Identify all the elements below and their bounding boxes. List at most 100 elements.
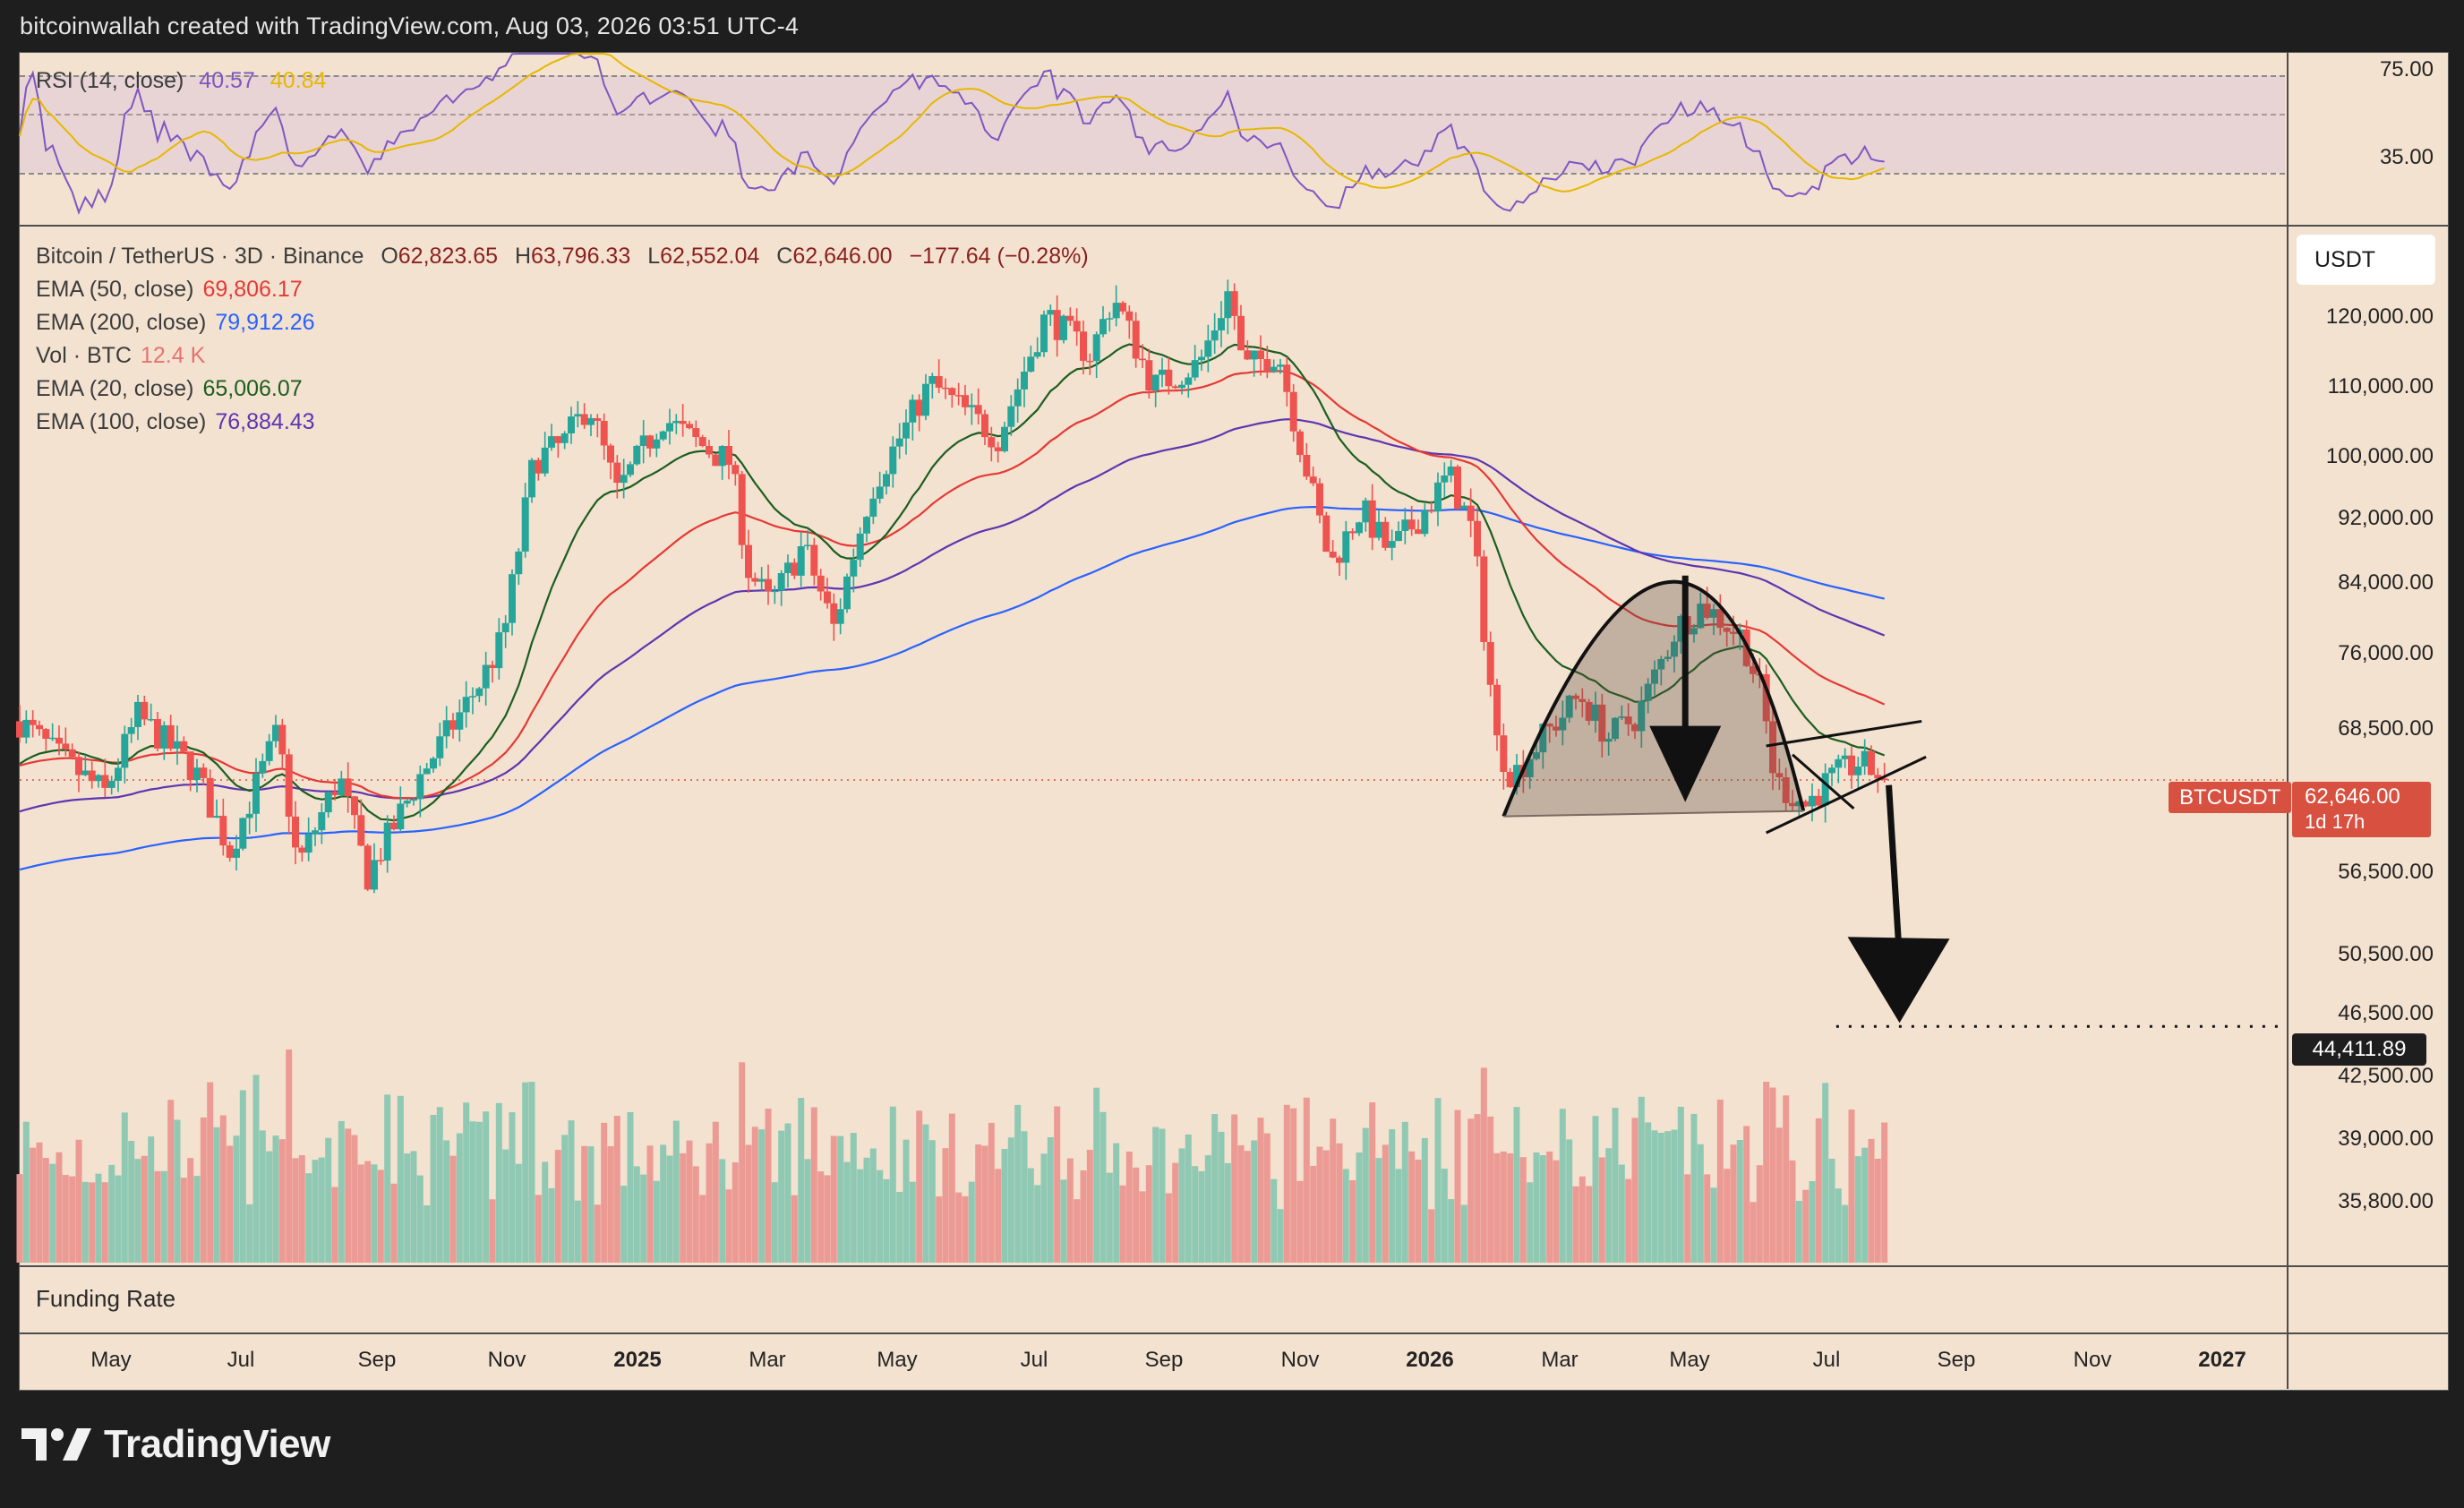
volume-bar bbox=[30, 1147, 37, 1263]
currency-selector[interactable]: USDT bbox=[2297, 235, 2435, 285]
candle-body bbox=[1565, 695, 1573, 718]
candle-body bbox=[620, 475, 628, 484]
candle-body bbox=[1415, 529, 1422, 535]
volume-bar bbox=[1408, 1151, 1416, 1263]
volume-bar bbox=[1113, 1143, 1120, 1263]
candle-body bbox=[1322, 515, 1330, 553]
volume-bar bbox=[397, 1095, 404, 1263]
volume-bar bbox=[928, 1140, 936, 1263]
candle-body bbox=[1795, 801, 1803, 807]
candle-body bbox=[771, 590, 779, 593]
volume-bar bbox=[338, 1120, 345, 1263]
candle-body bbox=[718, 446, 726, 467]
volume-bar bbox=[1690, 1113, 1698, 1263]
volume-bar bbox=[850, 1133, 857, 1263]
target-arrow-head bbox=[1847, 937, 1950, 1024]
candle-body bbox=[1486, 642, 1494, 685]
candle-body bbox=[456, 712, 464, 730]
volume-bar bbox=[765, 1109, 772, 1263]
candle-body bbox=[56, 737, 63, 744]
volume-bar bbox=[49, 1163, 56, 1263]
volume-bar bbox=[706, 1143, 713, 1263]
volume-bar bbox=[1795, 1201, 1802, 1263]
volume-bar bbox=[672, 1120, 680, 1263]
symbol-title: Bitcoin / TetherUS · 3D · Binance bbox=[36, 244, 364, 269]
candle-body bbox=[1769, 721, 1776, 774]
volume-bar bbox=[896, 1192, 903, 1263]
candle-body bbox=[1356, 522, 1363, 534]
bar-countdown: 1d 17h bbox=[2305, 810, 2366, 833]
candle-body bbox=[1263, 359, 1271, 372]
volume-bar bbox=[449, 1155, 457, 1263]
candle-body bbox=[127, 727, 135, 734]
candle-body bbox=[1119, 303, 1126, 312]
price-tick: 68,500.00 bbox=[2338, 716, 2434, 741]
candle-body bbox=[777, 573, 785, 591]
candle-body bbox=[285, 754, 293, 817]
price-tick: 56,500.00 bbox=[2338, 860, 2434, 884]
candle-body bbox=[1821, 773, 1829, 806]
last-price-tag: 62,646.00 1d 17h bbox=[2292, 782, 2431, 837]
volume-bar bbox=[1296, 1180, 1304, 1263]
candle-body bbox=[843, 576, 851, 610]
rsi-tick-35: 35.00 bbox=[2379, 145, 2434, 169]
volume-bar bbox=[1224, 1162, 1231, 1263]
candle-body bbox=[856, 533, 864, 561]
volume-bar bbox=[1434, 1098, 1442, 1263]
volume-bar bbox=[1507, 1153, 1514, 1263]
candle-body bbox=[876, 486, 884, 499]
channel-upper-line bbox=[1766, 719, 1922, 748]
candle-body bbox=[666, 423, 673, 432]
candle-body bbox=[1809, 795, 1816, 807]
volume-bar bbox=[1145, 1165, 1152, 1263]
price-tick: 50,500.00 bbox=[2338, 942, 2434, 966]
candle-body bbox=[403, 801, 411, 804]
candle-body bbox=[1841, 755, 1849, 759]
candle-body bbox=[580, 414, 588, 425]
candle-body bbox=[1092, 334, 1100, 362]
candle-body bbox=[1230, 291, 1238, 316]
volume-bar bbox=[436, 1107, 443, 1263]
candle-body bbox=[239, 818, 247, 849]
candle-body bbox=[1539, 724, 1547, 753]
candle-body bbox=[1132, 321, 1140, 359]
volume-bar bbox=[869, 1148, 877, 1263]
volume-bar bbox=[430, 1115, 437, 1263]
volume-bar bbox=[877, 1170, 884, 1263]
candle-body bbox=[1447, 467, 1455, 476]
volume-bar bbox=[1198, 1170, 1205, 1263]
candle-body bbox=[1237, 315, 1245, 351]
volume-bar bbox=[239, 1090, 246, 1263]
candle-body bbox=[1454, 467, 1461, 510]
candle-body bbox=[1362, 500, 1370, 523]
volume-bar bbox=[1539, 1155, 1546, 1263]
volume-bar bbox=[830, 1135, 837, 1263]
volume-bar bbox=[463, 1102, 470, 1263]
symbol-ohlc-line: Bitcoin / TetherUS · 3D · Binance O62,82… bbox=[36, 240, 1089, 273]
volume-bar bbox=[1125, 1152, 1133, 1263]
candle-body bbox=[1545, 724, 1553, 727]
candle-body bbox=[1211, 330, 1219, 341]
volume-bar bbox=[1204, 1155, 1211, 1263]
volume-bar bbox=[1487, 1116, 1494, 1263]
candle-body bbox=[1336, 557, 1343, 563]
candle-body bbox=[16, 721, 23, 738]
volume-bar bbox=[1480, 1067, 1487, 1263]
volume-bar bbox=[666, 1155, 673, 1263]
volume-bar bbox=[1566, 1139, 1573, 1263]
volume-bar bbox=[1330, 1118, 1337, 1263]
volume-bar bbox=[1047, 1137, 1054, 1263]
candle-body bbox=[107, 781, 116, 788]
volume-bar bbox=[568, 1120, 575, 1263]
candle-body bbox=[1493, 684, 1501, 736]
candle-body bbox=[968, 405, 976, 407]
rsi-value: 40.57 bbox=[199, 68, 255, 93]
candle-body bbox=[167, 724, 175, 750]
candle-body bbox=[1480, 556, 1488, 642]
candle-body bbox=[1880, 778, 1888, 781]
candle-body bbox=[1868, 750, 1875, 775]
volume-bar bbox=[1099, 1111, 1107, 1263]
volume-bar bbox=[1192, 1166, 1199, 1263]
volume-bar bbox=[1756, 1165, 1763, 1263]
